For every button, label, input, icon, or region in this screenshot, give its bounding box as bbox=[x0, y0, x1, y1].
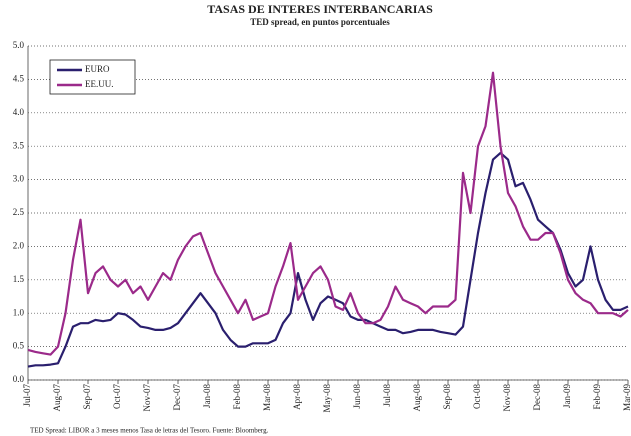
x-tick-label: Sep-07 bbox=[82, 384, 92, 410]
x-tick-label: Jan-09 bbox=[562, 384, 572, 408]
x-tick-label: Jul-08 bbox=[382, 384, 392, 407]
x-tick-label: Mar-09 bbox=[622, 384, 631, 411]
y-tick-label: 1.5 bbox=[13, 274, 25, 284]
x-tick-label: Aug-07 bbox=[52, 384, 62, 412]
y-tick-label: 0.5 bbox=[13, 341, 25, 351]
x-tick-label: Nov-07 bbox=[142, 384, 152, 412]
legend-box bbox=[49, 59, 136, 95]
x-tick-label: Aug-08 bbox=[412, 384, 422, 412]
chart-title: TASAS DE INTERES INTERBANCARIAS bbox=[207, 2, 433, 16]
y-tick-label: 4.0 bbox=[13, 107, 25, 117]
x-tick-label: Oct-07 bbox=[112, 384, 122, 409]
y-tick-label: 4.5 bbox=[13, 73, 25, 83]
series-line bbox=[27, 71, 629, 356]
x-tick-label: Apr-08 bbox=[292, 384, 302, 410]
x-tick-label: Dec-08 bbox=[532, 384, 542, 411]
x-tick-label: Dec-07 bbox=[172, 384, 182, 411]
y-tick-label: 1.0 bbox=[13, 307, 25, 317]
x-tick-label: Sep-08 bbox=[442, 384, 452, 410]
x-tick-label: Jul-07 bbox=[22, 384, 32, 407]
x-tick-label: May-08 bbox=[322, 384, 332, 413]
x-tick-label: Feb-08 bbox=[232, 384, 242, 410]
y-tick-label: 3.5 bbox=[13, 140, 25, 150]
y-tick-label: 2.5 bbox=[13, 207, 25, 217]
x-tick-label: Feb-09 bbox=[592, 384, 602, 410]
x-tick-label: Mar-08 bbox=[262, 384, 272, 411]
legend-label: EE.UU. bbox=[85, 79, 114, 89]
y-tick-label: 2.0 bbox=[13, 240, 25, 250]
y-tick-label: 0.0 bbox=[13, 374, 25, 384]
y-tick-label: 3.0 bbox=[13, 174, 25, 184]
y-tick-label: 5.0 bbox=[13, 40, 25, 50]
legend-label: EURO bbox=[85, 64, 110, 74]
chart-note: TED Spread: LIBOR a 3 meses menos Tasa d… bbox=[30, 427, 269, 435]
x-tick-label: Nov-08 bbox=[502, 384, 512, 412]
x-tick-label: Jan-08 bbox=[202, 384, 212, 408]
x-tick-label: Jun-08 bbox=[352, 384, 362, 409]
x-tick-label: Oct-08 bbox=[472, 384, 482, 409]
chart-subtitle: TED spread, en puntos porcentuales bbox=[250, 17, 390, 27]
series-line bbox=[27, 151, 629, 368]
